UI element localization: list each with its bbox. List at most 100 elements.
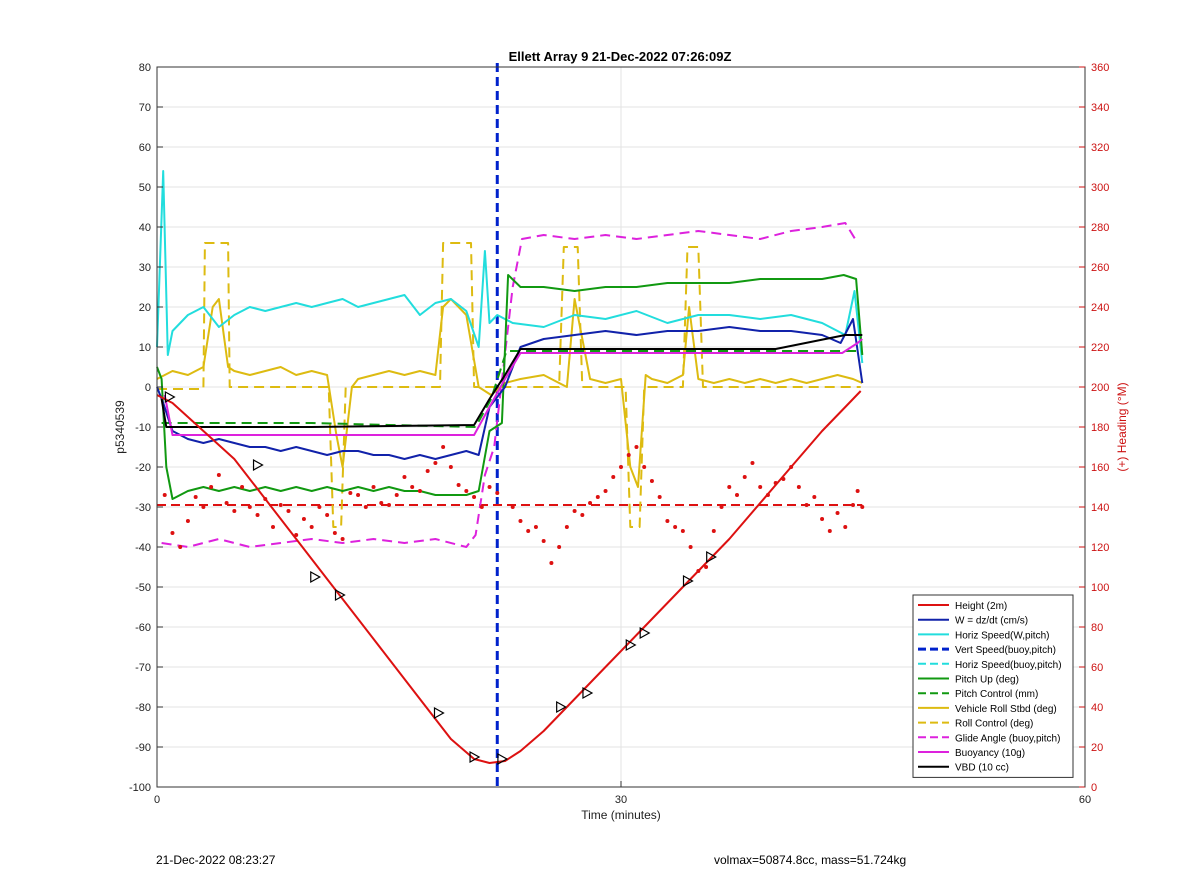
y-tick-label: 10 (139, 342, 151, 354)
heading-point (742, 475, 747, 479)
y2-tick-label: 300 (1091, 182, 1109, 194)
heading-point (765, 493, 770, 497)
y-tick-label: 30 (139, 262, 151, 274)
heading-point (495, 491, 500, 495)
heading-point (572, 509, 577, 513)
heading-point (240, 485, 245, 489)
heading-point (286, 509, 291, 513)
heading-point (533, 525, 538, 529)
heading-point (860, 505, 865, 509)
series-layer (156, 170, 864, 764)
y2-tick-label: 280 (1091, 222, 1109, 234)
series-pitch-up-deg (156, 274, 864, 500)
heading-point (642, 465, 647, 469)
heading-point (588, 501, 593, 505)
y2-tick-label: 160 (1091, 462, 1109, 474)
heading-point (851, 503, 855, 507)
legend-label: Pitch Control (mm) (955, 689, 1038, 700)
series-w-dz-dt-cm-s (156, 318, 864, 460)
heading-point (673, 525, 678, 529)
heading-point (781, 477, 786, 481)
left-axis: -100-90-80-70-60-50-40-30-20-10010203040… (129, 62, 163, 794)
heading-point (379, 501, 384, 505)
legend-label: Height (2m) (955, 601, 1007, 612)
heading-point (835, 511, 840, 515)
y2-tick-label: 40 (1091, 702, 1103, 714)
heading-point (410, 485, 415, 489)
heading-point (402, 475, 407, 479)
y-tick-label: 0 (145, 382, 151, 394)
y2-tick-label: 320 (1091, 142, 1109, 154)
legend-label: Horiz Speed(buoy,pitch) (955, 660, 1062, 671)
heading-point (750, 461, 755, 465)
legend-label: Vehicle Roll Stbd (deg) (955, 704, 1057, 715)
y-tick-label: 60 (139, 142, 151, 154)
heading-point (549, 561, 554, 565)
heading-point (719, 505, 724, 509)
y2-tick-label: 340 (1091, 102, 1109, 114)
heading-point (301, 517, 306, 521)
heading-point (255, 513, 260, 517)
y-tick-label: 50 (139, 182, 151, 194)
heading-point (789, 465, 794, 469)
heading-point (541, 539, 546, 543)
heading-point (479, 505, 484, 509)
y-tick-label: -40 (135, 542, 151, 554)
y-axis-label: p5340539 (113, 400, 127, 454)
y2-tick-label: 100 (1091, 582, 1109, 594)
x-tick-label: 60 (1079, 794, 1091, 806)
heading-point (394, 493, 399, 497)
heading-point (855, 489, 860, 493)
y2-tick-label: 140 (1091, 502, 1109, 514)
y-tick-label: -30 (135, 502, 151, 514)
heading-point (348, 491, 353, 495)
y2-tick-label: 80 (1091, 622, 1103, 634)
heading-point (696, 569, 701, 573)
legend-label: VBD (10 cc) (955, 763, 1009, 774)
heading-point (224, 501, 229, 505)
heading-point (603, 489, 608, 493)
y-tick-label: -50 (135, 582, 151, 594)
heading-point (758, 485, 763, 489)
heading-point (564, 525, 569, 529)
heading-point (340, 537, 345, 541)
y2-tick-label: 360 (1091, 62, 1109, 74)
series-horiz-speed-w-pitch (156, 170, 864, 364)
heading-point (711, 529, 716, 533)
y2-tick-label: 0 (1091, 782, 1097, 794)
height-marker (639, 626, 651, 640)
y2-tick-label: 200 (1091, 382, 1109, 394)
heading-point (526, 529, 531, 533)
heading-point (472, 495, 477, 499)
y-tick-label: 20 (139, 302, 151, 314)
height-markers-layer (164, 390, 717, 766)
heading-point (356, 493, 361, 497)
heading-point (209, 485, 214, 489)
heading-point (773, 481, 778, 485)
heading-point (510, 505, 515, 509)
series-height-2m (156, 390, 862, 764)
height-marker (433, 706, 445, 720)
y2-axis-label: (+) Heading (°M) (1115, 382, 1129, 471)
y-tick-label: -100 (129, 782, 151, 794)
heading-point (827, 529, 832, 533)
heading-point (595, 495, 600, 499)
y-tick-label: -10 (135, 422, 151, 434)
heading-point (309, 525, 314, 529)
x-tick-label: 0 (154, 794, 160, 806)
heading-point (363, 505, 368, 509)
heading-point (611, 475, 616, 479)
heading-point (448, 465, 453, 469)
height-marker (310, 570, 321, 584)
heading-point (518, 519, 523, 523)
y-tick-label: -20 (135, 462, 151, 474)
heading-point (680, 529, 685, 533)
y2-tick-label: 180 (1091, 422, 1109, 434)
height-marker (682, 574, 694, 588)
heading-point (487, 485, 492, 489)
heading-point (727, 485, 732, 489)
y-tick-label: -70 (135, 662, 151, 674)
heading-point (735, 493, 739, 497)
heading-point (843, 525, 848, 529)
